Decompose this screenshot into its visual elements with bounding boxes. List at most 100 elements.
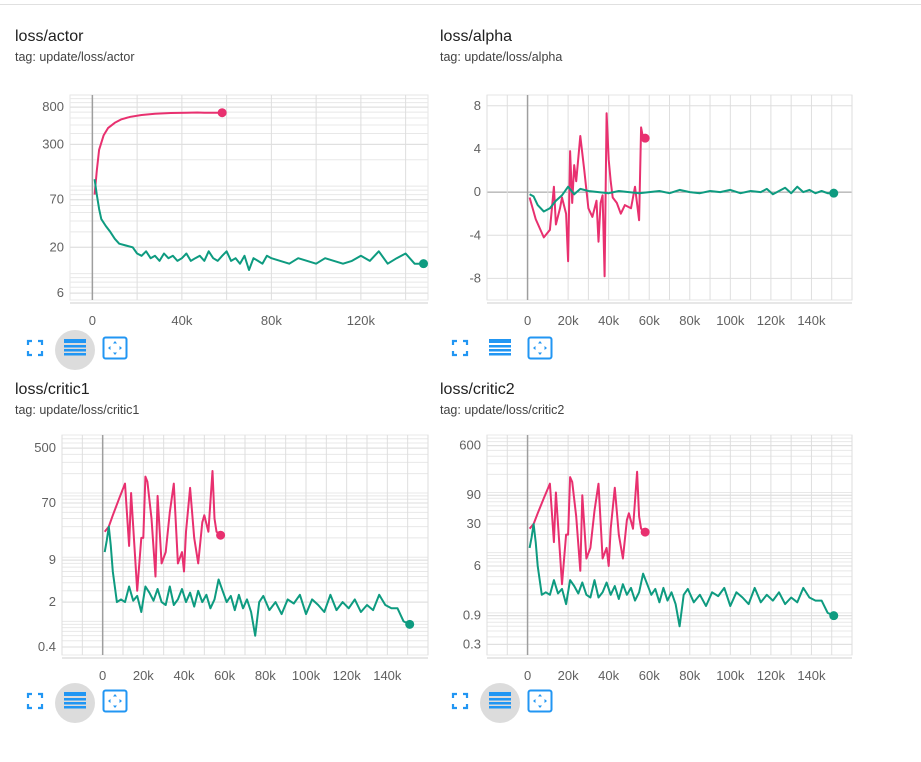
y-tick-label: 70 (42, 495, 56, 510)
series-endpoint (216, 530, 226, 540)
y-tick-label: 2 (49, 594, 56, 609)
x-tick-label: 80k (679, 668, 700, 683)
fullscreen-icon (26, 692, 44, 715)
fullscreen-button[interactable] (445, 688, 475, 718)
fit-domain-button[interactable] (525, 335, 555, 365)
chart-title: loss/critic1 (15, 381, 90, 398)
x-tick-label: 120k (757, 313, 786, 328)
series-endpoint (217, 108, 227, 118)
series-line-teal (528, 523, 835, 628)
chart-svg: 0.3 0.9 6 30 90 600 0 20k 40k 60k 80k 100k 120k 140k (459, 434, 853, 683)
data-table-button[interactable] (55, 330, 95, 370)
fullscreen-icon (451, 339, 469, 362)
chart-tag: tag: update/loss/critic2 (440, 403, 565, 417)
x-tick-label: 140k (797, 313, 826, 328)
data-table-icon (488, 691, 512, 716)
x-tick-label: 20k (558, 668, 579, 683)
series-endpoint (419, 259, 429, 269)
x-tick-label: 60k (639, 668, 660, 683)
chart-svg: 6 20 70 300 800 0 40k 80k 120k (42, 94, 429, 328)
chart-title: loss/alpha (440, 28, 513, 45)
x-tick-label: 100k (716, 668, 745, 683)
y-tick-label: 20 (50, 239, 64, 254)
chart-card-loss-critic1: loss/critic1 tag: update/loss/critic1 0.… (0, 353, 430, 723)
y-tick-label: -4 (469, 227, 481, 242)
fit-domain-button[interactable] (100, 688, 130, 718)
x-tick-label: 40k (171, 313, 192, 328)
x-tick-label: 100k (716, 313, 745, 328)
series-endpoint (640, 133, 650, 143)
y-tick-label: -8 (469, 270, 481, 285)
series-endpoint (829, 188, 839, 198)
series-line-pink (103, 470, 222, 592)
x-tick-label: 40k (598, 313, 619, 328)
x-tick-label: 20k (558, 313, 579, 328)
x-tick-label: 80k (255, 668, 276, 683)
x-tick-label: 140k (797, 668, 826, 683)
x-tick-label: 140k (373, 668, 402, 683)
chart-card-loss-alpha: loss/alpha tag: update/loss/alpha -8 -4 0 4… (425, 0, 855, 370)
y-tick-label: 4 (474, 141, 481, 156)
y-tick-label: 0.4 (38, 639, 56, 654)
y-tick-label: 70 (50, 192, 64, 207)
x-tick-label: 0 (524, 313, 531, 328)
x-tick-label: 40k (174, 668, 195, 683)
y-tick-label: 600 (459, 438, 481, 453)
x-tick-label: 20k (133, 668, 154, 683)
fullscreen-icon (26, 339, 44, 362)
fit-domain-button[interactable] (100, 335, 130, 365)
x-tick-label: 0 (524, 668, 531, 683)
chart-tag: tag: update/loss/actor (15, 50, 135, 64)
series-line-pink (93, 111, 223, 195)
x-tick-label: 120k (333, 668, 362, 683)
x-tick-label: 100k (292, 668, 321, 683)
data-table-button[interactable] (55, 683, 95, 723)
chart-svg: -8 -4 0 4 8 0 20k 40k 60k 80k 100k 120k 140k (469, 94, 853, 328)
y-tick-label: 90 (467, 487, 481, 502)
y-tick-label: 800 (42, 99, 64, 114)
chart-card-loss-actor: loss/actor tag: update/loss/actor 6 20 70 3… (0, 0, 430, 370)
fit-domain-button[interactable] (525, 688, 555, 718)
data-table-button[interactable] (485, 335, 515, 365)
chart-tag: tag: update/loss/alpha (440, 50, 563, 64)
fullscreen-button[interactable] (20, 688, 50, 718)
series-line-pink (528, 470, 646, 586)
y-tick-label: 0 (474, 184, 481, 199)
chart-title: loss/actor (15, 28, 84, 45)
series-endpoint (829, 611, 839, 621)
y-tick-label: 6 (474, 558, 481, 573)
fit-domain-icon (527, 336, 553, 365)
series-line-teal (529, 185, 834, 213)
series-line-teal (93, 179, 424, 271)
chart-title: loss/critic2 (440, 381, 515, 398)
fullscreen-icon (451, 692, 469, 715)
data-table-icon (63, 338, 87, 363)
x-tick-label: 60k (639, 313, 660, 328)
series-line-teal (103, 525, 411, 637)
x-tick-label: 60k (214, 668, 235, 683)
y-tick-label: 0.9 (463, 608, 481, 623)
x-tick-label: 80k (261, 313, 282, 328)
x-tick-label: 120k (347, 313, 376, 328)
y-tick-label: 8 (474, 98, 481, 113)
y-tick-label: 0.3 (463, 636, 481, 651)
fit-domain-icon (527, 689, 553, 718)
y-tick-label: 30 (467, 516, 481, 531)
data-table-button[interactable] (480, 683, 520, 723)
fullscreen-button[interactable] (20, 335, 50, 365)
x-tick-label: 80k (679, 313, 700, 328)
series-endpoint (405, 619, 415, 629)
series-line-pink (528, 112, 646, 278)
y-tick-label: 500 (34, 440, 56, 455)
chart-card-loss-critic2: loss/critic2 tag: update/loss/critic2 0.… (425, 353, 855, 723)
data-table-icon (488, 338, 512, 363)
fit-domain-icon (102, 336, 128, 365)
x-tick-label: 120k (757, 668, 786, 683)
y-tick-label: 9 (49, 552, 56, 567)
x-tick-label: 0 (89, 313, 96, 328)
fit-domain-icon (102, 689, 128, 718)
fullscreen-button[interactable] (445, 335, 475, 365)
data-table-icon (63, 691, 87, 716)
chart-svg: 0.4 2 9 70 500 0 20k 40k 60k 80k 100k 120k 140k (34, 434, 429, 683)
y-tick-label: 300 (42, 136, 64, 151)
